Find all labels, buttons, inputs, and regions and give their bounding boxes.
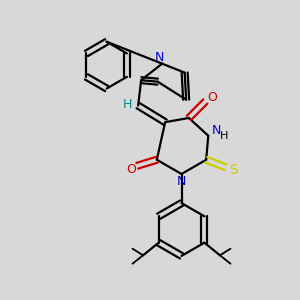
Text: O: O <box>126 163 136 176</box>
Text: N: N <box>212 124 221 137</box>
Text: N: N <box>154 51 164 64</box>
Text: S: S <box>229 163 238 177</box>
Text: H: H <box>123 98 132 111</box>
Text: O: O <box>207 92 217 104</box>
Text: N: N <box>177 175 186 188</box>
Text: H: H <box>220 131 228 141</box>
